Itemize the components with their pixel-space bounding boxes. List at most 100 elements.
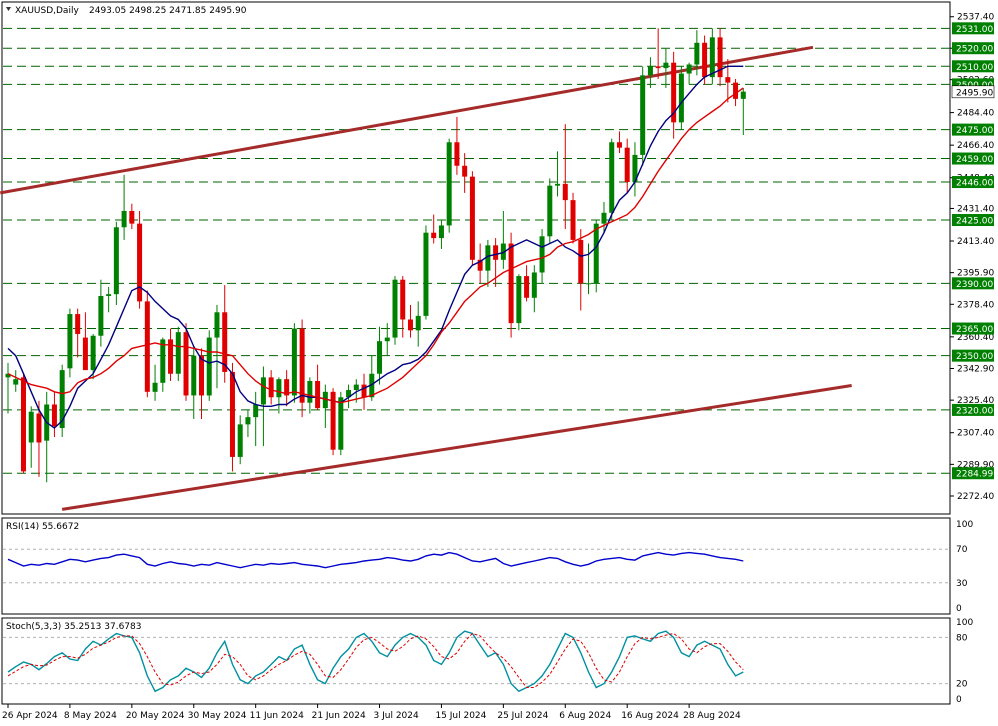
candle[interactable] [346, 384, 352, 409]
stochastic-tick-label: 100 [956, 618, 973, 628]
candle[interactable] [593, 220, 599, 293]
candle[interactable] [276, 377, 282, 414]
candle[interactable] [508, 232, 514, 338]
candle[interactable] [330, 388, 336, 456]
candle[interactable] [562, 124, 568, 230]
candle[interactable] [175, 326, 181, 381]
candle[interactable] [137, 210, 143, 309]
candle[interactable] [740, 88, 746, 136]
channel-trendline[interactable] [61, 384, 852, 511]
channel-trendline[interactable] [0, 45, 814, 195]
candle[interactable] [206, 330, 212, 401]
candle[interactable] [469, 171, 475, 266]
candle[interactable] [578, 229, 584, 311]
candle[interactable] [299, 319, 305, 418]
candle[interactable] [500, 210, 506, 269]
candle[interactable] [75, 308, 81, 358]
candle[interactable] [284, 370, 290, 407]
candle[interactable] [384, 323, 390, 356]
candle[interactable] [392, 276, 398, 345]
candle[interactable] [454, 116, 460, 175]
candle[interactable] [570, 192, 576, 244]
candle[interactable] [601, 201, 607, 233]
candle[interactable] [640, 66, 646, 166]
candle[interactable] [291, 323, 297, 403]
candle[interactable] [407, 305, 413, 338]
candle[interactable] [59, 364, 65, 438]
candle[interactable] [647, 57, 653, 88]
candle[interactable] [493, 238, 499, 287]
candle[interactable] [144, 290, 150, 398]
candle[interactable] [113, 221, 119, 306]
candle[interactable] [694, 30, 700, 76]
candle[interactable] [531, 265, 537, 313]
candle[interactable] [624, 138, 630, 193]
candle[interactable] [671, 51, 677, 139]
candle[interactable] [160, 337, 166, 392]
candle[interactable] [191, 346, 197, 419]
candle[interactable] [369, 355, 375, 401]
candle[interactable] [214, 305, 220, 389]
candle[interactable] [222, 285, 228, 383]
candle[interactable] [82, 312, 88, 371]
candle[interactable] [237, 415, 243, 465]
candle[interactable] [686, 62, 692, 85]
candle[interactable] [709, 28, 715, 85]
candle[interactable] [152, 364, 158, 401]
candle[interactable] [586, 243, 591, 295]
candle[interactable] [51, 391, 57, 438]
candle[interactable] [717, 28, 723, 87]
candle[interactable] [462, 153, 468, 193]
candle[interactable] [245, 409, 251, 438]
candle[interactable] [268, 370, 274, 405]
rsi-panel[interactable] [1, 517, 951, 615]
stochastic-panel[interactable] [1, 617, 951, 705]
candle[interactable] [199, 348, 204, 419]
candle[interactable] [663, 48, 669, 88]
candle[interactable] [361, 373, 367, 410]
candle[interactable] [400, 276, 406, 338]
candle[interactable] [36, 400, 42, 477]
candle[interactable] [616, 131, 622, 154]
candle[interactable] [516, 274, 522, 331]
candle[interactable] [121, 174, 127, 240]
candle[interactable] [415, 301, 421, 347]
candle[interactable] [377, 326, 383, 385]
candle[interactable] [67, 308, 73, 378]
candle[interactable] [431, 214, 437, 244]
candle[interactable] [446, 138, 452, 233]
candle[interactable] [555, 151, 561, 197]
candle[interactable] [90, 333, 96, 380]
price-panel[interactable] [1, 1, 951, 515]
candle[interactable] [539, 229, 545, 284]
candle[interactable] [655, 28, 661, 79]
candle[interactable] [477, 243, 483, 284]
candle[interactable] [183, 323, 189, 401]
candle[interactable] [485, 239, 491, 287]
date-axis-label: 21 Jun 2024 [312, 711, 366, 721]
candle[interactable] [524, 265, 530, 302]
candle[interactable] [609, 138, 615, 221]
candle[interactable] [13, 370, 19, 392]
candle[interactable] [168, 328, 174, 381]
candle[interactable] [315, 364, 321, 410]
candle[interactable] [438, 220, 444, 249]
candle[interactable] [733, 78, 739, 107]
date-axis-label: 30 May 2024 [188, 711, 247, 721]
candle[interactable] [632, 142, 638, 197]
candle[interactable] [322, 384, 328, 428]
candle[interactable] [106, 286, 112, 313]
candle[interactable] [28, 406, 34, 468]
candle[interactable] [229, 362, 235, 472]
candle[interactable] [547, 178, 553, 244]
candle[interactable] [678, 66, 684, 130]
candle[interactable] [253, 391, 259, 447]
candle[interactable] [702, 35, 708, 85]
candle[interactable] [129, 203, 135, 230]
candle[interactable] [5, 362, 11, 414]
date-axis-label: 25 Jul 2024 [497, 711, 548, 721]
candle[interactable] [98, 279, 104, 347]
candle[interactable] [20, 373, 26, 474]
candle[interactable] [423, 225, 429, 320]
